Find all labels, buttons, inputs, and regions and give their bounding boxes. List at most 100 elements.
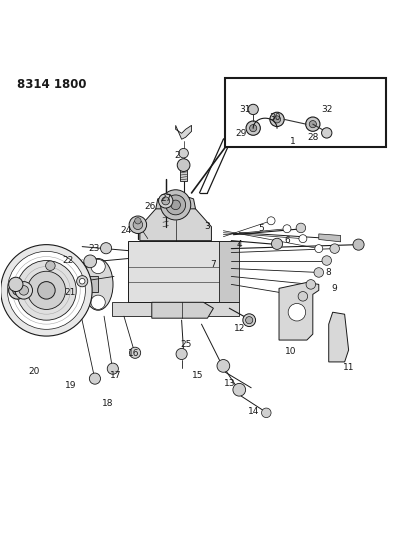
Circle shape (250, 125, 257, 132)
Text: 7: 7 (211, 260, 216, 269)
Ellipse shape (83, 259, 113, 310)
Text: 3: 3 (205, 222, 210, 231)
Circle shape (177, 159, 190, 172)
Text: 5: 5 (258, 224, 264, 233)
Polygon shape (279, 282, 319, 340)
Circle shape (101, 243, 112, 254)
Circle shape (179, 148, 188, 158)
Text: 16: 16 (128, 350, 140, 359)
Circle shape (306, 117, 320, 131)
Text: 4: 4 (237, 240, 242, 249)
Circle shape (306, 280, 316, 289)
Polygon shape (152, 302, 213, 318)
Text: 19: 19 (65, 381, 76, 390)
Text: 17: 17 (110, 372, 122, 381)
Circle shape (77, 276, 88, 287)
Text: 31: 31 (239, 105, 251, 114)
Text: 27: 27 (160, 195, 172, 204)
Circle shape (270, 112, 284, 126)
Text: 32: 32 (321, 105, 332, 114)
Circle shape (273, 116, 280, 123)
Circle shape (217, 360, 230, 372)
Polygon shape (156, 193, 196, 209)
Text: 20: 20 (29, 367, 40, 376)
Circle shape (91, 295, 105, 310)
Text: 25: 25 (180, 340, 191, 349)
Circle shape (246, 121, 260, 135)
Circle shape (133, 220, 142, 230)
Text: 21: 21 (65, 288, 76, 297)
Polygon shape (76, 277, 98, 292)
Circle shape (8, 252, 85, 329)
Circle shape (243, 314, 256, 327)
Text: 28: 28 (307, 133, 318, 142)
Text: 8314 1800: 8314 1800 (17, 78, 86, 91)
Polygon shape (319, 234, 341, 242)
Text: 12: 12 (233, 324, 245, 333)
Circle shape (13, 286, 22, 295)
Polygon shape (112, 302, 239, 316)
Circle shape (322, 256, 332, 265)
Text: 30: 30 (269, 113, 281, 122)
Circle shape (288, 303, 306, 321)
Circle shape (314, 268, 324, 277)
Text: 26: 26 (144, 203, 156, 212)
Circle shape (84, 255, 97, 268)
Circle shape (267, 217, 275, 225)
Text: 24: 24 (120, 226, 132, 235)
Text: 1: 1 (290, 137, 296, 146)
Circle shape (233, 383, 246, 396)
Text: 22: 22 (63, 256, 74, 265)
Circle shape (9, 277, 23, 292)
Circle shape (1, 245, 92, 336)
Polygon shape (329, 312, 349, 362)
Circle shape (130, 347, 141, 358)
Text: 15: 15 (192, 372, 203, 381)
Circle shape (322, 128, 332, 138)
Circle shape (19, 286, 28, 295)
Circle shape (309, 120, 316, 128)
Circle shape (79, 278, 85, 284)
Text: 29: 29 (235, 129, 247, 138)
Circle shape (162, 197, 170, 205)
Circle shape (28, 271, 65, 310)
Circle shape (298, 292, 308, 301)
Text: 2: 2 (175, 151, 180, 160)
Circle shape (171, 200, 180, 209)
Circle shape (158, 193, 173, 208)
Circle shape (91, 260, 105, 273)
Circle shape (246, 317, 253, 324)
Circle shape (38, 281, 55, 299)
Circle shape (166, 195, 186, 215)
Circle shape (9, 281, 26, 299)
Text: 23: 23 (89, 244, 100, 253)
Circle shape (299, 235, 307, 243)
Circle shape (89, 373, 101, 384)
Text: 10: 10 (285, 348, 297, 357)
Text: 14: 14 (247, 407, 259, 416)
Polygon shape (140, 201, 211, 241)
Circle shape (176, 349, 187, 360)
Circle shape (315, 245, 323, 253)
Text: 18: 18 (102, 399, 114, 408)
Circle shape (296, 223, 306, 233)
Circle shape (261, 408, 271, 417)
Circle shape (283, 225, 291, 233)
Text: 13: 13 (223, 379, 235, 389)
Text: 6: 6 (284, 236, 290, 245)
Circle shape (45, 261, 55, 270)
Circle shape (15, 281, 32, 299)
Text: 8: 8 (326, 268, 332, 277)
Polygon shape (180, 169, 187, 181)
Polygon shape (219, 241, 239, 302)
Circle shape (353, 239, 364, 250)
Circle shape (135, 217, 141, 224)
Text: 9: 9 (332, 284, 338, 293)
Polygon shape (128, 241, 231, 302)
Polygon shape (176, 125, 192, 139)
Circle shape (271, 238, 282, 249)
Bar (225, 78, 386, 147)
Circle shape (17, 261, 76, 320)
Circle shape (248, 104, 258, 115)
Circle shape (107, 363, 119, 374)
